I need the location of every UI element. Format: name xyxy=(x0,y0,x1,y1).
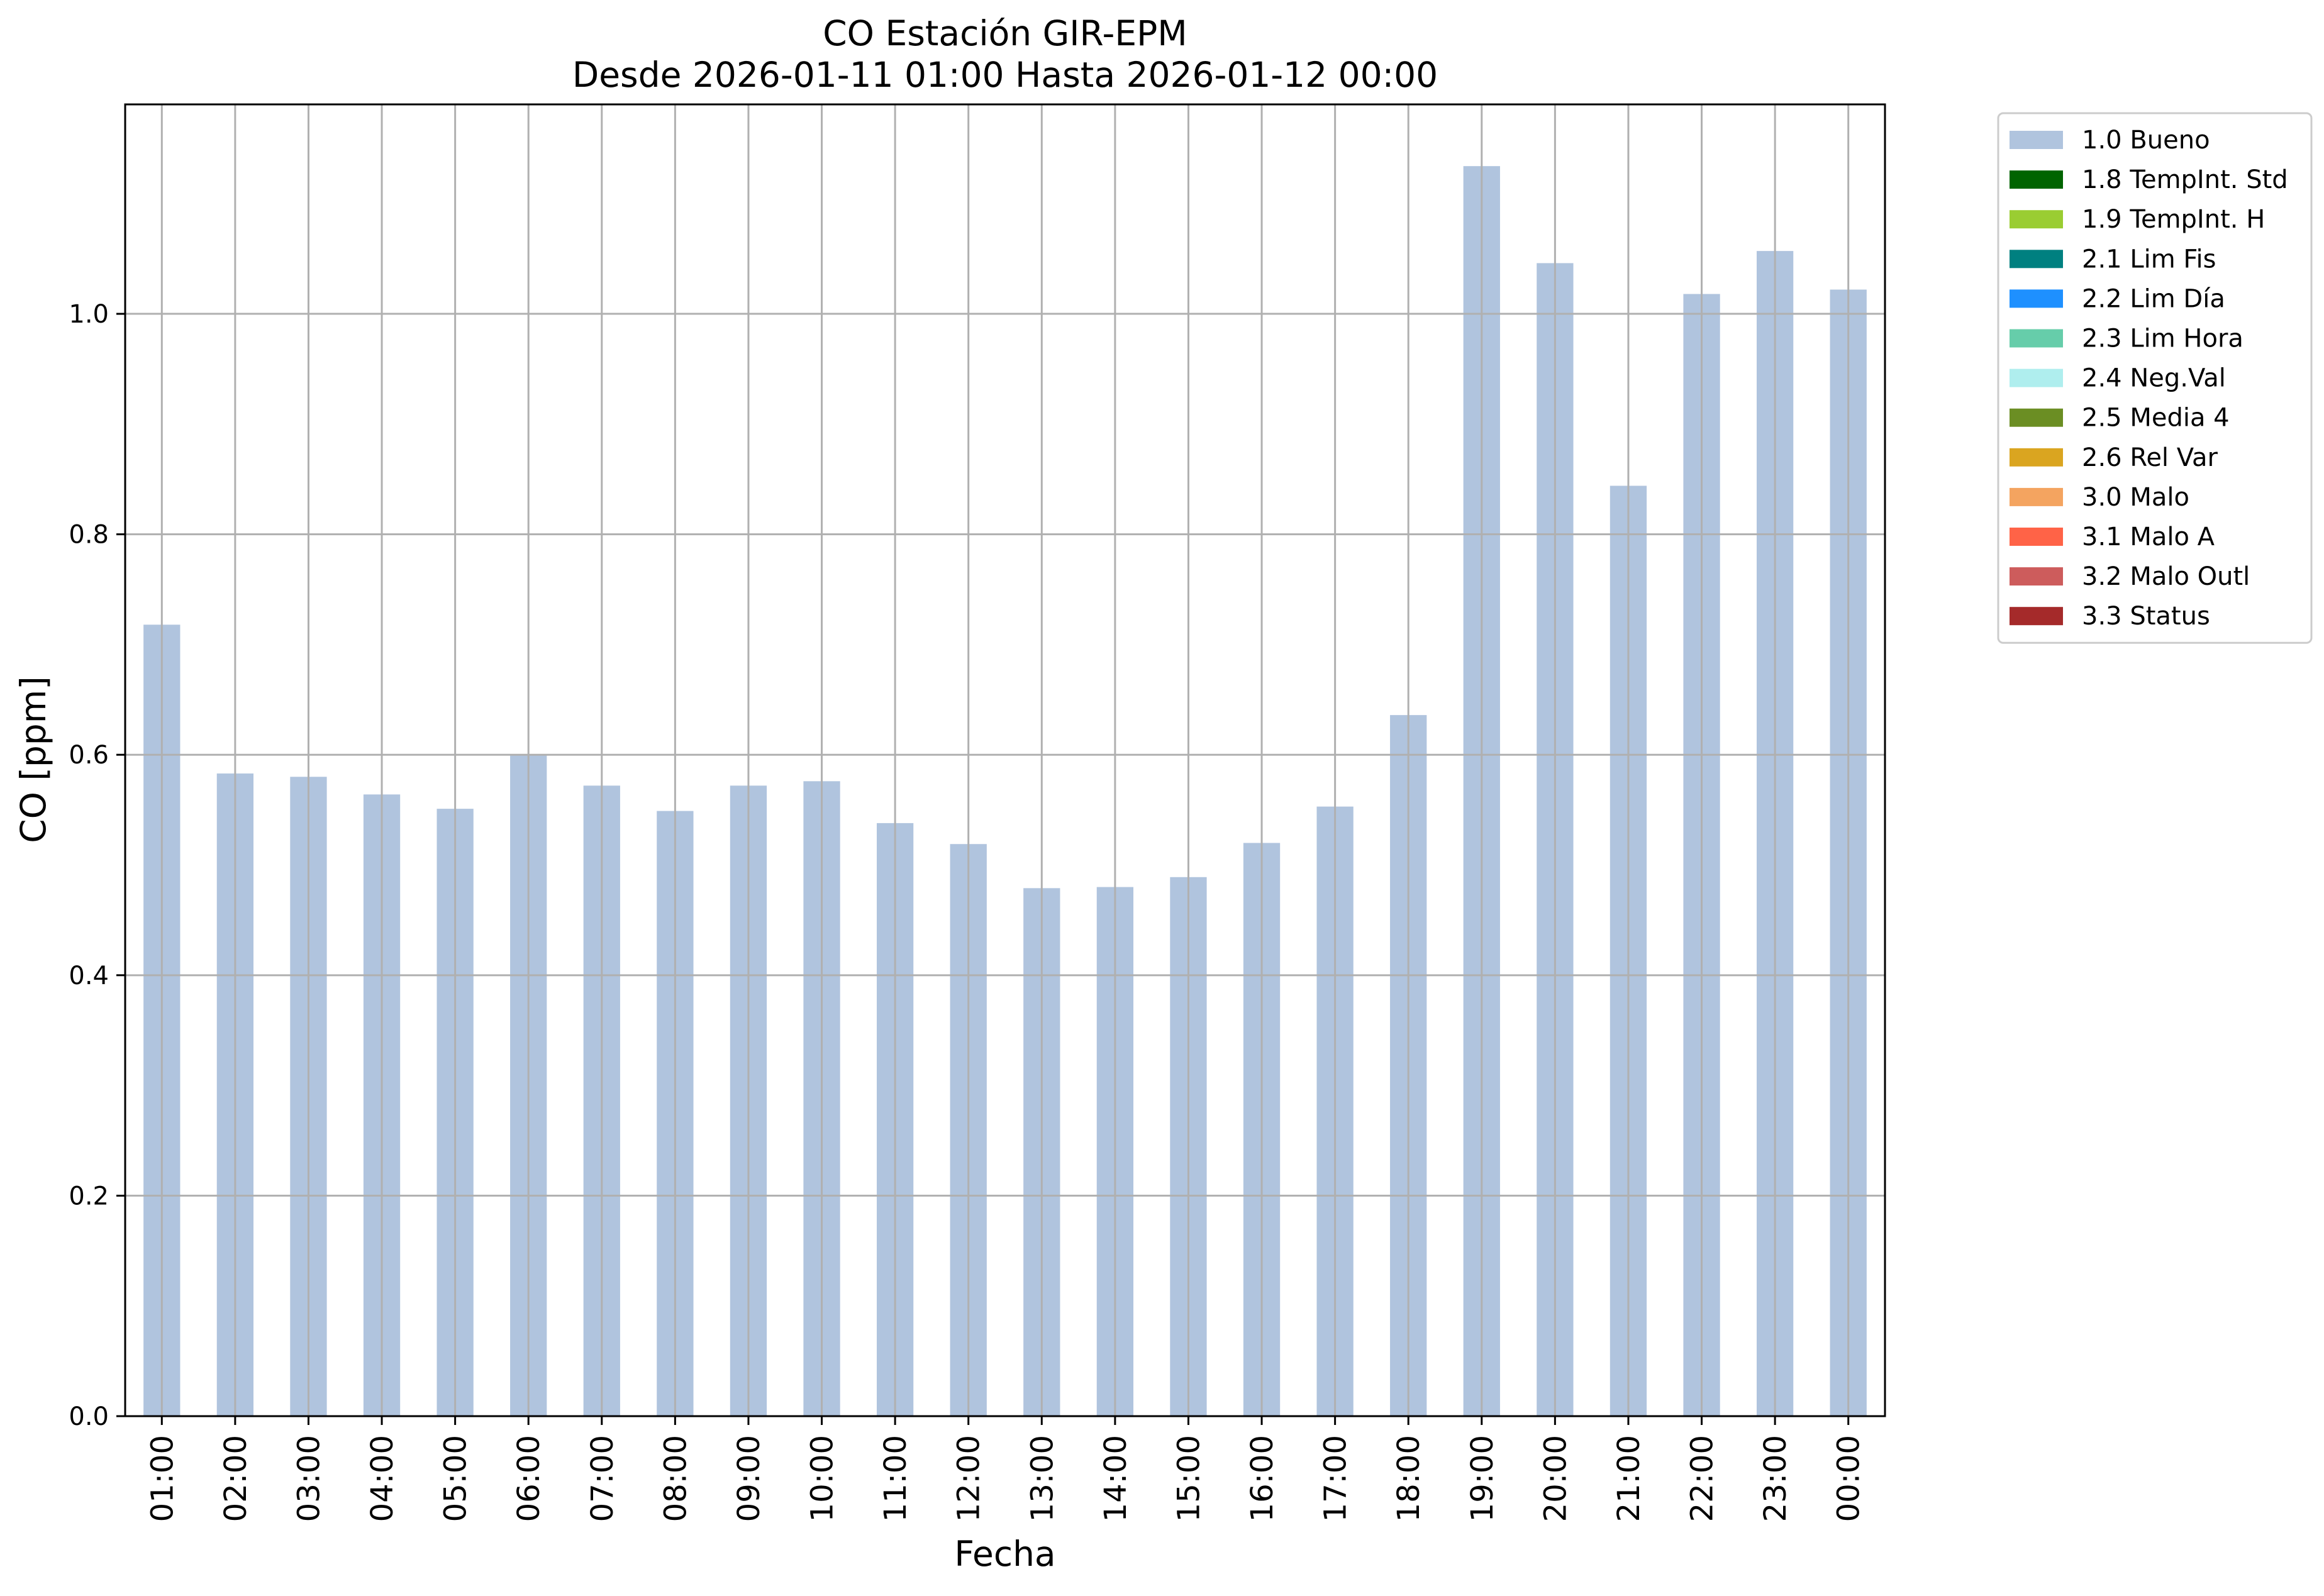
x-axis-label: Fecha xyxy=(954,1534,1055,1574)
x-tick-label: 16:00 xyxy=(1245,1435,1280,1522)
legend-label: 1.9 TempInt. H xyxy=(2082,205,2265,234)
y-tick-label: 0.8 xyxy=(69,521,109,550)
legend-label: 2.6 Rel Var xyxy=(2082,443,2218,472)
legend-swatch xyxy=(2010,528,2063,546)
x-tick-label: 19:00 xyxy=(1465,1435,1500,1522)
legend-label: 2.4 Neg.Val xyxy=(2082,364,2226,393)
y-axis-label: CO [ppm] xyxy=(13,676,53,843)
x-tick-label: 17:00 xyxy=(1318,1435,1354,1522)
x-tick-label: 14:00 xyxy=(1098,1435,1133,1522)
x-tick-label: 23:00 xyxy=(1758,1435,1793,1522)
x-ticks: 01:00 02:00 03:00 04:00 05:00 06:00 07:00 08:00… xyxy=(145,1416,1867,1522)
x-tick-label: 10:00 xyxy=(805,1435,840,1522)
chart-title: CO Estación GIR-EPM xyxy=(823,13,1187,53)
legend: 1.0 Bueno 1.8 TempInt. Std 1.9 TempInt. H 2… xyxy=(1997,112,2313,644)
x-tick-label: 15:00 xyxy=(1171,1435,1206,1522)
legend-swatch xyxy=(2010,567,2063,586)
y-tick-label: 0.4 xyxy=(69,961,109,990)
x-tick-label: 03:00 xyxy=(291,1435,326,1522)
legend-swatch xyxy=(2010,448,2063,467)
x-tick-label: 21:00 xyxy=(1611,1435,1647,1522)
legend-label: 3.2 Malo Outl xyxy=(2082,562,2250,591)
legend-label: 2.3 Lim Hora xyxy=(2082,324,2243,353)
legend-swatch xyxy=(2010,250,2063,269)
x-tick-label: 09:00 xyxy=(731,1435,767,1522)
legend-label: 3.3 Status xyxy=(2082,602,2210,631)
legend-swatch xyxy=(2010,170,2063,189)
legend-label: 2.1 Lim Fis xyxy=(2082,245,2216,274)
x-tick-label: 08:00 xyxy=(658,1435,693,1522)
x-tick-label: 13:00 xyxy=(1025,1435,1060,1522)
y-tick-label: 0.0 xyxy=(69,1402,109,1431)
legend-label: 1.8 TempInt. Std xyxy=(2082,165,2288,194)
legend-label: 3.1 Malo A xyxy=(2082,523,2215,551)
y-tick-label: 1.0 xyxy=(69,300,109,329)
legend-swatch xyxy=(2010,487,2063,506)
y-tick-label: 0.6 xyxy=(69,741,109,770)
legend-label: 3.0 Malo xyxy=(2082,483,2189,512)
legend-swatch xyxy=(2010,289,2063,308)
x-tick-label: 20:00 xyxy=(1538,1435,1573,1522)
y-ticks: 0.0 0.2 0.4 0.6 0.8 1.0 xyxy=(69,300,125,1431)
legend-swatch xyxy=(2010,369,2063,387)
x-tick-label: 06:00 xyxy=(511,1435,547,1522)
x-tick-label: 05:00 xyxy=(438,1435,474,1522)
legend-label: 1.0 Bueno xyxy=(2082,126,2210,155)
plot-frame xyxy=(124,103,1886,1417)
legend-swatch xyxy=(2010,131,2063,149)
legend-label: 2.5 Media 4 xyxy=(2082,404,2230,433)
legend-swatch xyxy=(2010,329,2063,348)
legend-label: 2.2 Lim Día xyxy=(2082,284,2225,313)
x-tick-label: 11:00 xyxy=(878,1435,913,1522)
legend-swatch xyxy=(2010,210,2063,229)
x-tick-label: 02:00 xyxy=(218,1435,253,1522)
x-tick-label: 04:00 xyxy=(365,1435,400,1522)
legend-box xyxy=(1997,112,2313,644)
x-tick-label: 18:00 xyxy=(1391,1435,1426,1522)
x-tick-label: 07:00 xyxy=(585,1435,620,1522)
y-tick-label: 0.2 xyxy=(69,1182,109,1211)
x-tick-label: 00:00 xyxy=(1832,1435,1867,1522)
x-tick-label: 12:00 xyxy=(952,1435,987,1522)
legend-swatch xyxy=(2010,408,2063,427)
chart-subtitle: Desde 2026-01-11 01:00 Hasta 2026-01-12 … xyxy=(572,55,1438,95)
axes xyxy=(124,103,1886,1417)
legend-swatch xyxy=(2010,607,2063,626)
x-tick-label: 22:00 xyxy=(1685,1435,1720,1522)
x-tick-label: 01:00 xyxy=(145,1435,180,1522)
